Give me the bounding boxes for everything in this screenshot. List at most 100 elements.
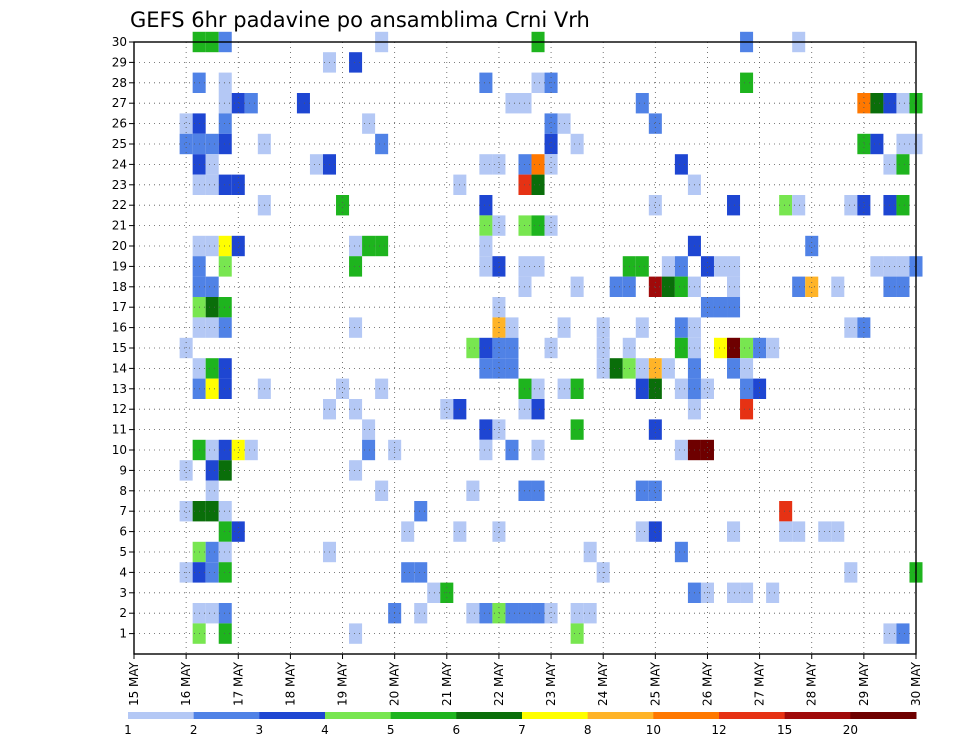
heatmap-cell <box>596 358 610 379</box>
heatmap-cell <box>479 154 493 175</box>
y-tick-label: 1 <box>119 627 127 641</box>
heatmap-cell <box>674 256 688 277</box>
heatmap-cell <box>218 317 232 338</box>
heatmap-cell <box>205 480 219 501</box>
legend-color-swatch <box>390 712 457 719</box>
heatmap-cell <box>531 399 545 420</box>
heatmap-cell <box>844 195 858 216</box>
legend-threshold-label: 8 <box>584 723 592 737</box>
heatmap-cell <box>531 72 545 93</box>
heatmap-cell <box>805 276 819 297</box>
heatmap-cell <box>349 317 363 338</box>
heatmap-cell <box>766 337 780 359</box>
y-tick-label: 28 <box>112 76 127 90</box>
heatmap-cell <box>349 399 363 420</box>
heatmap-cell <box>479 256 493 277</box>
heatmap-cell <box>218 235 232 257</box>
heatmap-cell <box>570 419 584 440</box>
heatmap-cell <box>218 72 232 93</box>
heatmap-cell <box>218 113 232 134</box>
heatmap-cell <box>896 623 910 644</box>
heatmap-cell <box>479 72 493 93</box>
heatmap-cell <box>362 235 376 257</box>
heatmap-cell <box>635 521 649 542</box>
heatmap-cell <box>375 133 389 155</box>
x-tick-label: 17 MAY <box>231 661 245 706</box>
heatmap-cell <box>205 562 219 583</box>
heatmap-cell <box>218 378 232 399</box>
x-tick-label: 29 MAY <box>857 661 871 706</box>
heatmap-cell <box>831 521 845 542</box>
y-tick-label: 3 <box>119 586 127 600</box>
legend-color-swatch <box>719 712 786 719</box>
heatmap-cell <box>179 133 193 155</box>
legend-color-swatch <box>653 712 720 719</box>
legend-color-swatch <box>193 712 260 719</box>
y-tick-label: 21 <box>112 219 127 233</box>
heatmap-cell <box>570 378 584 399</box>
heatmap-cell <box>479 195 493 216</box>
legend-threshold-label: 4 <box>321 723 329 737</box>
y-tick-label: 29 <box>112 55 127 69</box>
heatmap-cell <box>427 582 441 603</box>
heatmap-cell <box>492 603 506 624</box>
heatmap-cell <box>727 195 741 216</box>
heatmap-cell <box>218 521 232 542</box>
heatmap-cell <box>479 439 493 461</box>
heatmap-cell <box>401 562 415 583</box>
x-tick-label: 28 MAY <box>805 661 819 706</box>
heatmap-cell <box>609 358 623 379</box>
heatmap-cell <box>792 195 806 216</box>
heatmap-cell <box>727 276 741 297</box>
heatmap-cell <box>896 256 910 277</box>
heatmap-cell <box>205 358 219 379</box>
heatmap-cell <box>648 276 662 297</box>
heatmap-cell <box>205 174 219 195</box>
heatmap-cell <box>635 480 649 501</box>
heatmap-cell <box>831 276 845 297</box>
x-tick-label: 20 MAY <box>388 661 402 706</box>
y-tick-label: 20 <box>112 239 127 253</box>
y-tick-label: 14 <box>112 361 127 375</box>
heatmap-cell <box>218 297 232 318</box>
heatmap-cell <box>700 378 714 399</box>
heatmap-cell <box>531 154 545 175</box>
heatmap-cell <box>870 133 884 155</box>
y-tick-label: 18 <box>112 280 127 294</box>
heatmap-cell <box>583 541 597 563</box>
heatmap-cell <box>205 235 219 257</box>
x-tick-label: 21 MAY <box>440 661 454 706</box>
heatmap-cell <box>896 195 910 216</box>
grid-lines <box>133 41 917 654</box>
heatmap-cell <box>570 603 584 624</box>
heatmap-cell <box>362 419 376 440</box>
legend-threshold-label: 12 <box>711 723 726 737</box>
legend-threshold-label: 10 <box>646 723 661 737</box>
heatmap-cell <box>218 623 232 644</box>
legend-threshold-label: 20 <box>843 723 858 737</box>
heatmap-cell <box>896 93 910 114</box>
heatmap-cell <box>479 603 493 624</box>
heatmap-cell <box>205 439 219 461</box>
heatmap-cell <box>414 562 428 583</box>
heatmap-cell <box>218 439 232 461</box>
heatmap-cell <box>648 195 662 216</box>
heatmap-cell <box>375 235 389 257</box>
y-tick-label: 23 <box>112 178 127 192</box>
heatmap-cell <box>713 297 728 318</box>
heatmap-cell <box>896 133 910 155</box>
heatmap-cell <box>635 378 649 399</box>
heatmap-cell <box>505 358 519 379</box>
heatmap-cell <box>727 521 741 542</box>
legend-threshold-label: 2 <box>190 723 198 737</box>
legend-threshold-label: 5 <box>387 723 395 737</box>
x-tick-label: 26 MAY <box>700 661 714 706</box>
legend-threshold-label: 3 <box>256 723 264 737</box>
heatmap-cell <box>336 378 350 399</box>
heatmap-cell <box>740 358 754 379</box>
legend-color-swatch <box>587 712 654 719</box>
heatmap-cell <box>674 317 688 338</box>
heatmap-cell <box>336 195 350 216</box>
heatmap-cell <box>492 358 506 379</box>
